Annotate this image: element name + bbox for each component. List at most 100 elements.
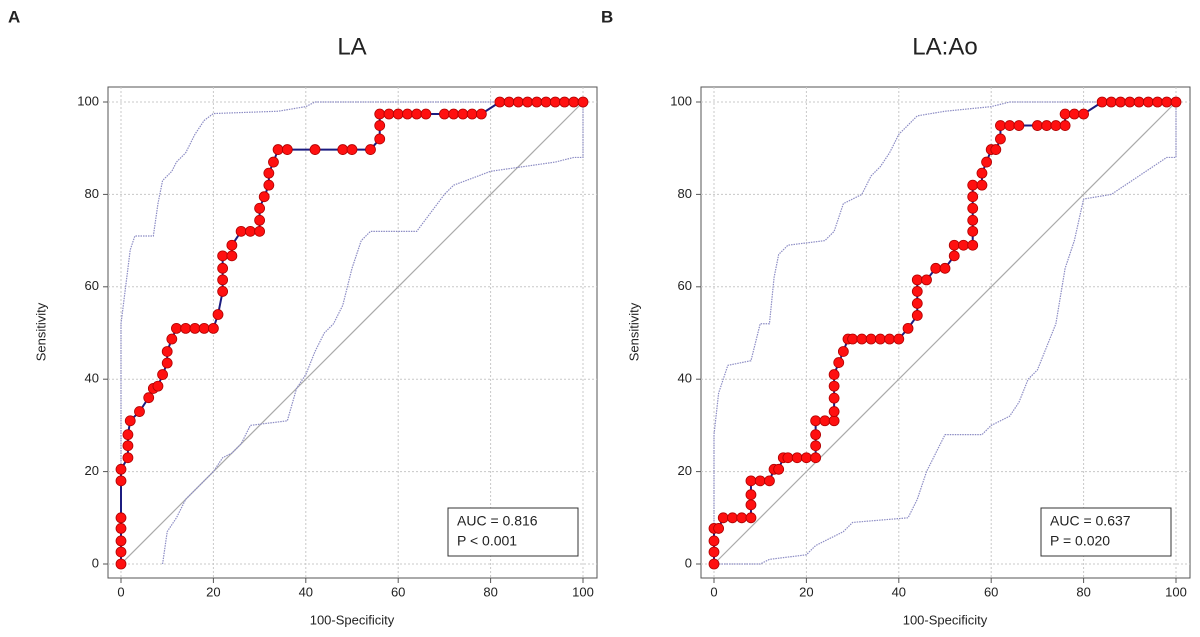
data-point: [727, 512, 738, 524]
data-point: [503, 96, 515, 108]
data-point: [263, 179, 275, 191]
data-point: [754, 475, 766, 487]
annotation-box: [1040, 507, 1172, 557]
series-line: [713, 101, 1176, 564]
chart-title: LA:Ao: [912, 33, 977, 60]
data-point: [1170, 96, 1182, 108]
data-point: [708, 546, 720, 558]
data-point: [1041, 120, 1053, 131]
data-point: [420, 108, 432, 120]
panel: B LA:Ao 0 20 40 60 80 100 0 20 40 60 80 100 100-Specif…: [601, 7, 1191, 627]
data-point: [143, 392, 155, 404]
plot-frame: [107, 86, 598, 579]
data-point: [115, 512, 127, 524]
data-point: [995, 120, 1006, 131]
data-point: [115, 546, 127, 558]
data-point: [833, 357, 845, 368]
data-point: [948, 250, 960, 262]
data-point: [1050, 120, 1062, 131]
data-point: [736, 512, 748, 524]
annotation: AUC = 0.816: [457, 513, 538, 529]
data-point: [948, 239, 960, 251]
plot-frame: [700, 86, 1191, 579]
y-tick-label: 80: [85, 186, 99, 201]
x-tick-label: 80: [1076, 584, 1090, 599]
data-point: [258, 191, 270, 203]
data-point: [374, 108, 386, 120]
data-point: [263, 167, 275, 179]
data-point: [281, 144, 293, 155]
data-point: [180, 322, 192, 334]
data-point: [268, 156, 279, 168]
data-point: [1142, 96, 1154, 108]
data-point: [745, 512, 757, 524]
data-point: [819, 415, 831, 427]
y-tick-label: 60: [85, 278, 99, 293]
x-tick-label: 20: [799, 584, 813, 599]
data-point: [207, 322, 219, 334]
data-point: [981, 156, 992, 168]
x-axis-label: 100-Specificity: [310, 612, 395, 627]
series-line: [713, 101, 1177, 565]
data-point: [967, 179, 979, 191]
data-point: [967, 191, 979, 203]
data-point: [847, 333, 858, 345]
data-point: [810, 452, 822, 464]
data-point: [189, 322, 201, 334]
data-point: [217, 250, 229, 262]
data-point: [402, 108, 413, 120]
data-point: [365, 144, 376, 155]
data-point: [967, 214, 979, 226]
data-point: [152, 380, 164, 392]
data-point: [217, 286, 229, 297]
data-point: [884, 333, 895, 345]
data-point: [745, 475, 757, 487]
x-tick-label: 40: [299, 584, 313, 599]
x-axis-label: 100-Specificity: [903, 612, 988, 627]
y-tick-label: 100: [77, 93, 99, 108]
data-point: [166, 333, 178, 345]
x-tick-label: 100: [1165, 584, 1187, 599]
data-point: [708, 535, 720, 547]
annotation: AUC = 0.637: [1050, 513, 1131, 529]
data-point: [217, 274, 229, 286]
data-point: [828, 392, 840, 404]
data-point: [466, 108, 478, 120]
data-point: [717, 512, 729, 524]
data-point: [1124, 96, 1136, 108]
data-point: [374, 120, 386, 131]
data-point: [383, 108, 395, 120]
data-point: [531, 96, 543, 108]
data-point: [856, 333, 868, 345]
data-point: [161, 346, 173, 357]
x-tick-label: 60: [391, 584, 405, 599]
data-point: [115, 535, 127, 547]
y-tick-label: 40: [85, 371, 99, 386]
annotation: P < 0.001: [457, 533, 517, 549]
data-point: [540, 96, 552, 108]
data-point: [577, 96, 589, 108]
data-point: [559, 96, 570, 108]
data-point: [911, 298, 923, 309]
data-point: [115, 463, 127, 475]
data-point: [911, 286, 923, 297]
data-point: [828, 415, 840, 427]
x-tick-label: 80: [483, 584, 497, 599]
x-tick-label: 0: [710, 584, 717, 599]
data-point: [226, 250, 238, 262]
data-point: [1152, 96, 1163, 108]
y-axis-label: Sensitivity: [626, 302, 641, 361]
data-point: [272, 144, 284, 155]
data-point: [374, 133, 386, 145]
series-line: [714, 102, 1177, 565]
data-point: [828, 406, 840, 417]
data-point: [874, 333, 886, 345]
panel-label: A: [8, 7, 20, 26]
panel: A LA 0 20 40 60 80 100 0 20 40 60 80 100 100-Specifici…: [8, 7, 598, 627]
y-tick-label: 40: [678, 371, 692, 386]
data-point: [801, 452, 812, 464]
data-point: [1133, 96, 1145, 108]
y-tick-label: 80: [678, 186, 692, 201]
data-point: [171, 322, 182, 334]
